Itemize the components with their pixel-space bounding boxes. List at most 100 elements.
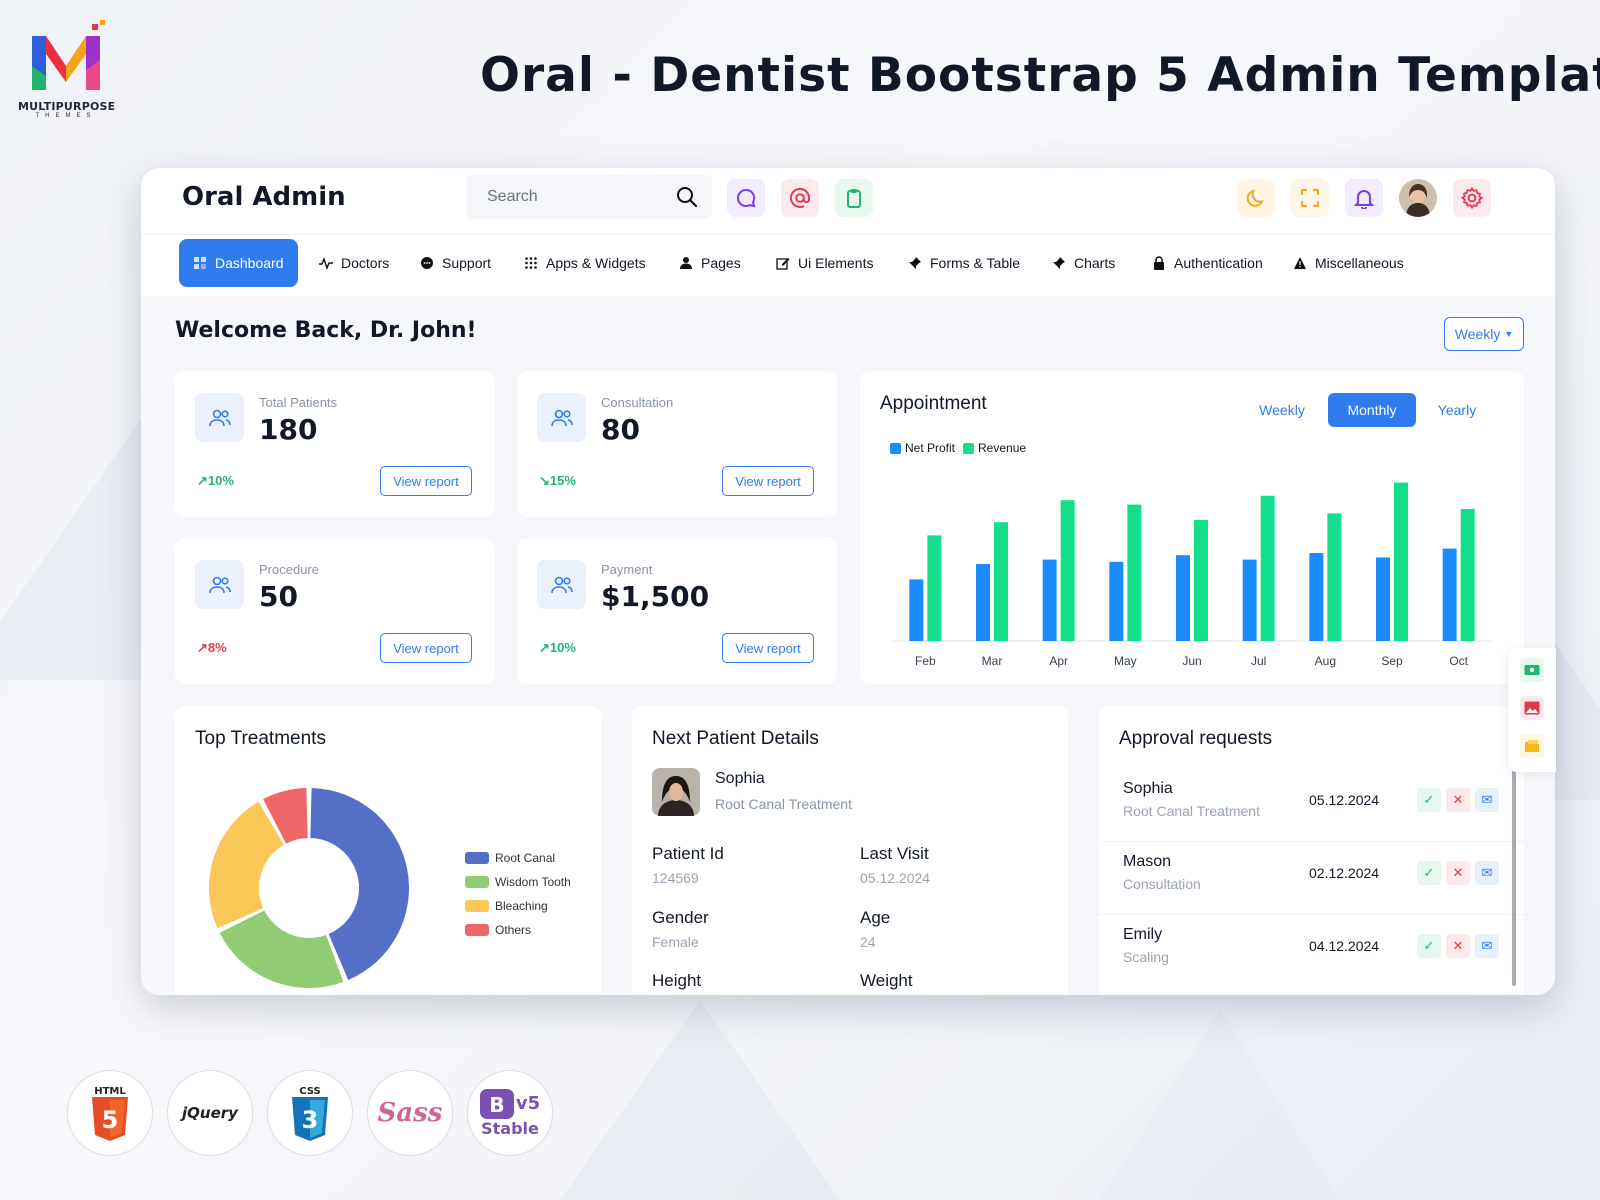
nav-authentication[interactable]: Authentication	[1152, 239, 1263, 287]
user-icon	[679, 256, 693, 270]
next-patient-card: Next Patient Details Sophia Root Canal T…	[632, 706, 1068, 995]
bar-net-profit[interactable]	[1109, 561, 1124, 641]
approve-check-icon[interactable]: ✓	[1417, 861, 1441, 885]
nav-dashboard[interactable]: Dashboard	[179, 239, 298, 287]
bar-revenue[interactable]	[994, 522, 1008, 641]
reject-x-icon[interactable]: ✕	[1446, 861, 1470, 885]
search-input[interactable]	[467, 175, 657, 219]
reject-x-icon[interactable]: ✕	[1446, 934, 1470, 958]
nav-label: Doctors	[341, 255, 390, 271]
range-dropdown[interactable]: Weekly ▼	[1444, 317, 1524, 351]
page-title: Oral - Dentist Bootstrap 5 Admin Templat…	[480, 48, 1600, 103]
stat-value: 50	[259, 580, 298, 613]
welcome-heading: Welcome Back, Dr. John!	[175, 318, 477, 343]
field-label-gender: Gender	[652, 908, 709, 927]
stat-card-procedure: Procedure 50 ↗8% View report	[175, 538, 495, 684]
view-report-button[interactable]: View report	[380, 633, 472, 663]
bar-net-profit[interactable]	[1309, 553, 1324, 641]
donut-slice-bleaching[interactable]	[208, 801, 284, 929]
avatar[interactable]	[1399, 179, 1437, 217]
trend-up-icon: ↗	[197, 640, 208, 655]
folder-icon[interactable]	[1520, 734, 1544, 758]
approval-row: Mason Consultation 02.12.2024 ✓ ✕ ✉	[1099, 843, 1524, 915]
bar-net-profit[interactable]	[1042, 559, 1057, 641]
search-icon[interactable]	[676, 186, 698, 213]
mail-icon[interactable]: ✉	[1475, 934, 1499, 958]
bar-net-profit[interactable]	[1176, 555, 1190, 641]
svg-text:B: B	[489, 1093, 504, 1117]
app-title[interactable]: Oral Admin	[182, 182, 346, 212]
bar-net-profit[interactable]	[976, 564, 990, 641]
bar-revenue[interactable]	[1127, 504, 1142, 641]
legend-item: Others	[465, 918, 571, 942]
stat-card-payment: Payment $1,500 ↗10% View report	[517, 538, 837, 684]
bar-net-profit[interactable]	[1242, 559, 1257, 641]
scrollbar[interactable]	[1512, 766, 1516, 986]
mail-icon[interactable]: ✉	[1475, 861, 1499, 885]
stat-value: 80	[601, 413, 640, 446]
bar-revenue[interactable]	[1060, 500, 1075, 641]
nav-charts[interactable]: Charts	[1052, 239, 1115, 287]
admin-window: Oral Admin	[141, 168, 1555, 995]
image-icon[interactable]	[1520, 696, 1544, 720]
nav-ui-elements[interactable]: Ui Elements	[776, 239, 873, 287]
fullscreen-icon[interactable]	[1291, 179, 1329, 217]
x-tick-label: Oct	[1449, 654, 1468, 668]
nav-label: Pages	[701, 255, 741, 271]
at-icon[interactable]	[781, 179, 819, 217]
users-icon	[195, 560, 244, 609]
nav-miscellaneous[interactable]: Miscellaneous	[1293, 239, 1404, 287]
view-report-button[interactable]: View report	[380, 466, 472, 496]
nav-doctors[interactable]: Doctors	[319, 239, 389, 287]
pulse-icon	[319, 256, 333, 271]
treatments-donut-chart	[208, 788, 409, 988]
donut-slice-root-canal[interactable]	[310, 788, 409, 980]
bar-net-profit[interactable]	[1376, 557, 1390, 641]
pin-icon	[908, 256, 922, 270]
nav-apps-widgets[interactable]: Apps & Widgets	[524, 239, 646, 287]
top-treatments-card: Top Treatments Root Canal Wisdom Tooth B…	[175, 706, 601, 995]
approve-check-icon[interactable]: ✓	[1417, 788, 1441, 812]
nav-pages[interactable]: Pages	[679, 239, 741, 287]
bar-revenue[interactable]	[927, 535, 942, 641]
stat-value: $1,500	[601, 580, 710, 613]
chat-icon[interactable]	[727, 179, 765, 217]
reject-x-icon[interactable]: ✕	[1446, 788, 1470, 812]
x-tick-label: Jul	[1251, 654, 1266, 668]
bell-icon[interactable]	[1345, 179, 1383, 217]
appointment-card: Appointment Weekly Monthly Yearly Net Pr…	[860, 371, 1524, 684]
bar-revenue[interactable]	[1194, 520, 1208, 641]
gear-icon[interactable]	[1453, 179, 1491, 217]
stat-label: Payment	[601, 562, 653, 577]
moon-icon[interactable]	[1237, 179, 1275, 217]
multipurpose-logo-mark	[26, 20, 106, 96]
clipboard-icon[interactable]	[835, 179, 873, 217]
bar-revenue[interactable]	[1394, 482, 1408, 641]
mail-icon[interactable]: ✉	[1475, 788, 1499, 812]
bar-revenue[interactable]	[1327, 513, 1342, 641]
x-tick-label: Aug	[1315, 654, 1336, 668]
x-tick-label: Apr	[1049, 654, 1068, 668]
chart-legend: Net Profit Revenue	[890, 441, 1026, 455]
view-report-button[interactable]: View report	[722, 466, 814, 496]
tab-weekly[interactable]: Weekly	[1259, 402, 1305, 418]
approve-check-icon[interactable]: ✓	[1417, 934, 1441, 958]
tab-yearly[interactable]: Yearly	[1437, 402, 1477, 418]
nav-forms-table[interactable]: Forms & Table	[908, 239, 1020, 287]
x-tick-label: Jun	[1182, 654, 1201, 668]
donut-slice-wisdom-tooth[interactable]	[219, 910, 344, 988]
bar-revenue[interactable]	[1460, 509, 1475, 641]
bar-revenue[interactable]	[1260, 495, 1275, 641]
nav-support[interactable]: Support	[420, 239, 491, 287]
bar-net-profit[interactable]	[1442, 548, 1457, 641]
patient-name: Sophia	[715, 770, 765, 787]
stat-change: ↗10%	[197, 473, 234, 488]
stat-label: Consultation	[601, 395, 674, 410]
legend-swatch	[963, 442, 975, 454]
bar-net-profit[interactable]	[909, 579, 924, 641]
donut-slice-others[interactable]	[263, 788, 308, 844]
tab-monthly[interactable]: Monthly	[1328, 393, 1416, 427]
view-report-button[interactable]: View report	[722, 633, 814, 663]
approval-title: Approval requests	[1119, 728, 1273, 749]
money-icon[interactable]	[1520, 658, 1544, 682]
